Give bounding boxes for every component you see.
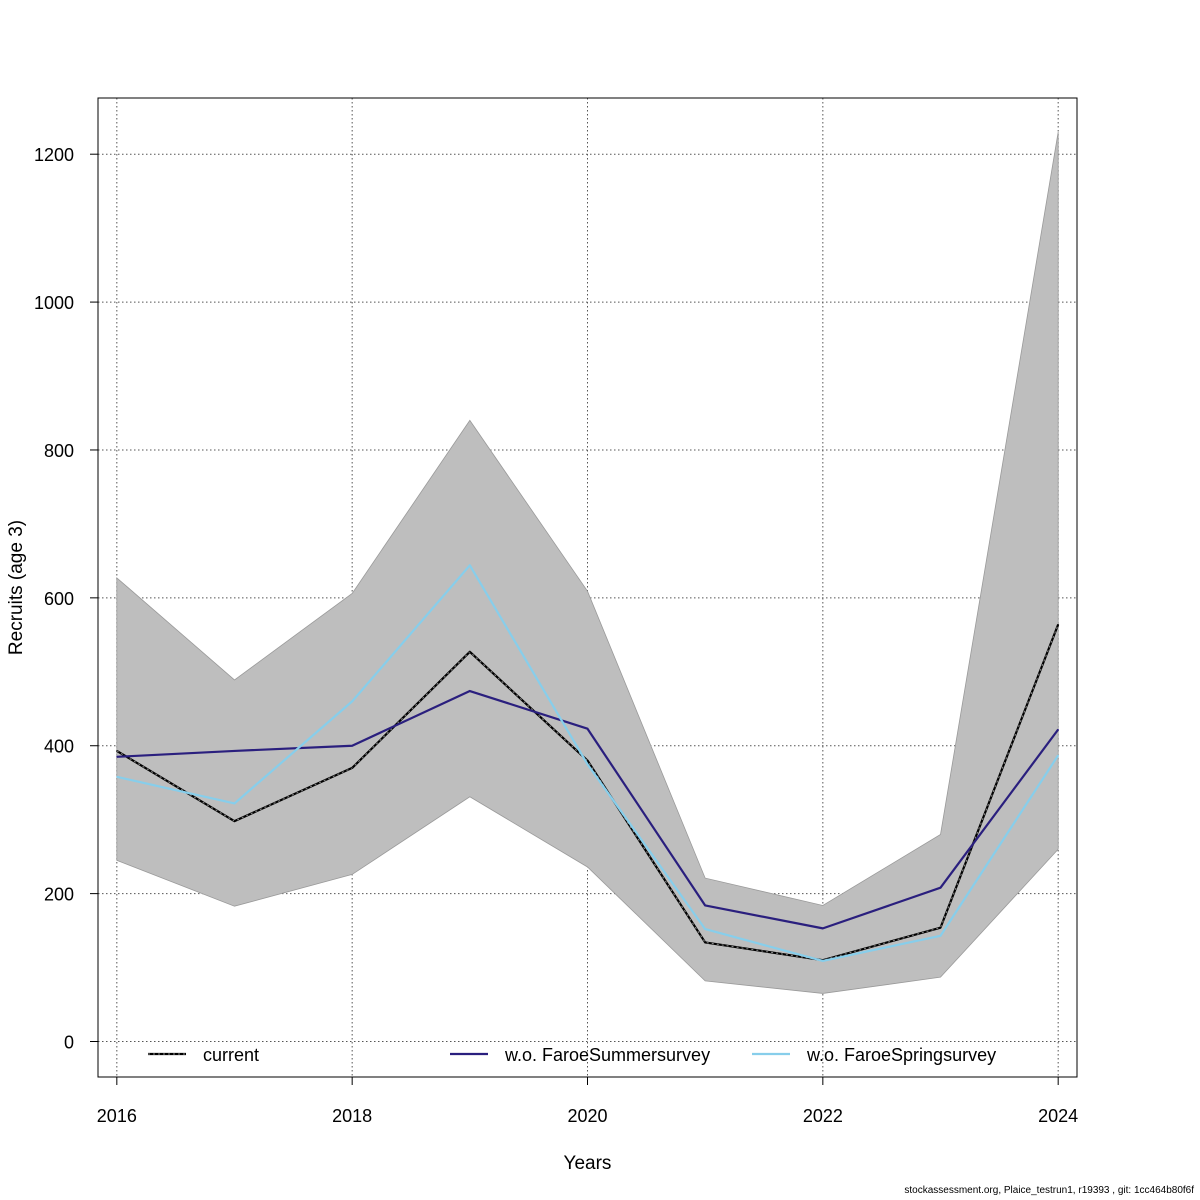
- data-point-s2-2023: [939, 887, 942, 889]
- y-tick-label-0: 0: [64, 1033, 74, 1053]
- legend-label-3: w.o. FaroeSpringsurvey: [806, 1045, 996, 1065]
- confidence-band: [116, 131, 1059, 994]
- data-point-s3-2018: [351, 700, 353, 702]
- data-point-s2-2018: [351, 745, 353, 747]
- y-axis-label: Recruits (age 3): [6, 520, 27, 655]
- data-point-s1-2020: [586, 759, 589, 762]
- y-tick-label-800: 800: [44, 441, 74, 461]
- data-point-s1-2024: [1057, 623, 1059, 626]
- data-point-s2-2016: [116, 756, 118, 758]
- footer-note: stockassessment.org, Plaice_testrun1, r1…: [904, 1185, 1194, 1196]
- data-point-s3-2016: [116, 776, 118, 778]
- y-tick-label-1000: 1000: [34, 293, 74, 313]
- data-point-s2-2020: [586, 728, 589, 730]
- y-tick-label-200: 200: [44, 885, 74, 905]
- data-point-s2-2021: [704, 904, 706, 907]
- data-point-s3-2020: [586, 763, 589, 765]
- data-point-s3-2021: [704, 928, 706, 930]
- y-tick-label-600: 600: [44, 589, 74, 609]
- x-tick-label-2016: 2016: [97, 1106, 137, 1126]
- data-point-s2-2019: [469, 690, 471, 692]
- data-point-s1-2021: [704, 941, 706, 944]
- x-tick-label-2022: 2022: [803, 1106, 843, 1126]
- data-point-s1-2018: [351, 767, 353, 769]
- data-point-s2-2017: [233, 750, 236, 752]
- series-lines-layer: [116, 564, 1060, 963]
- y-tick-label-400: 400: [44, 737, 74, 757]
- data-point-s3-2024: [1057, 754, 1059, 756]
- y-axis: 0 200 400 600 800 1000 1200: [34, 145, 98, 1053]
- data-point-s1-2016: [116, 750, 118, 752]
- x-axis: 2016 2018 2020 2022 2024: [97, 1077, 1078, 1126]
- x-axis-label: Years: [564, 1153, 612, 1174]
- legend: current w.o. FaroeSummersurvey w.o. FaroeS…: [148, 1045, 996, 1065]
- data-point-s3-2023: [939, 935, 942, 937]
- data-point-s2-2022: [822, 927, 824, 929]
- x-tick-label-2020: 2020: [567, 1106, 607, 1126]
- y-tick-label-1200: 1200: [34, 145, 74, 165]
- x-tick-label-2024: 2024: [1038, 1106, 1078, 1126]
- legend-label-1: current: [203, 1045, 259, 1065]
- x-tick-label-2018: 2018: [332, 1106, 372, 1126]
- data-point-s1-2017: [233, 820, 236, 822]
- data-point-s3-2019: [469, 564, 471, 566]
- data-point-s3-2022: [822, 960, 824, 962]
- data-point-s3-2017: [233, 802, 236, 805]
- data-point-s2-2024: [1057, 728, 1059, 731]
- data-point-s1-2023: [939, 927, 942, 929]
- legend-label-2: w.o. FaroeSummersurvey: [504, 1045, 710, 1065]
- confidence-band-layer: [116, 131, 1059, 994]
- data-point-s1-2019: [469, 651, 471, 653]
